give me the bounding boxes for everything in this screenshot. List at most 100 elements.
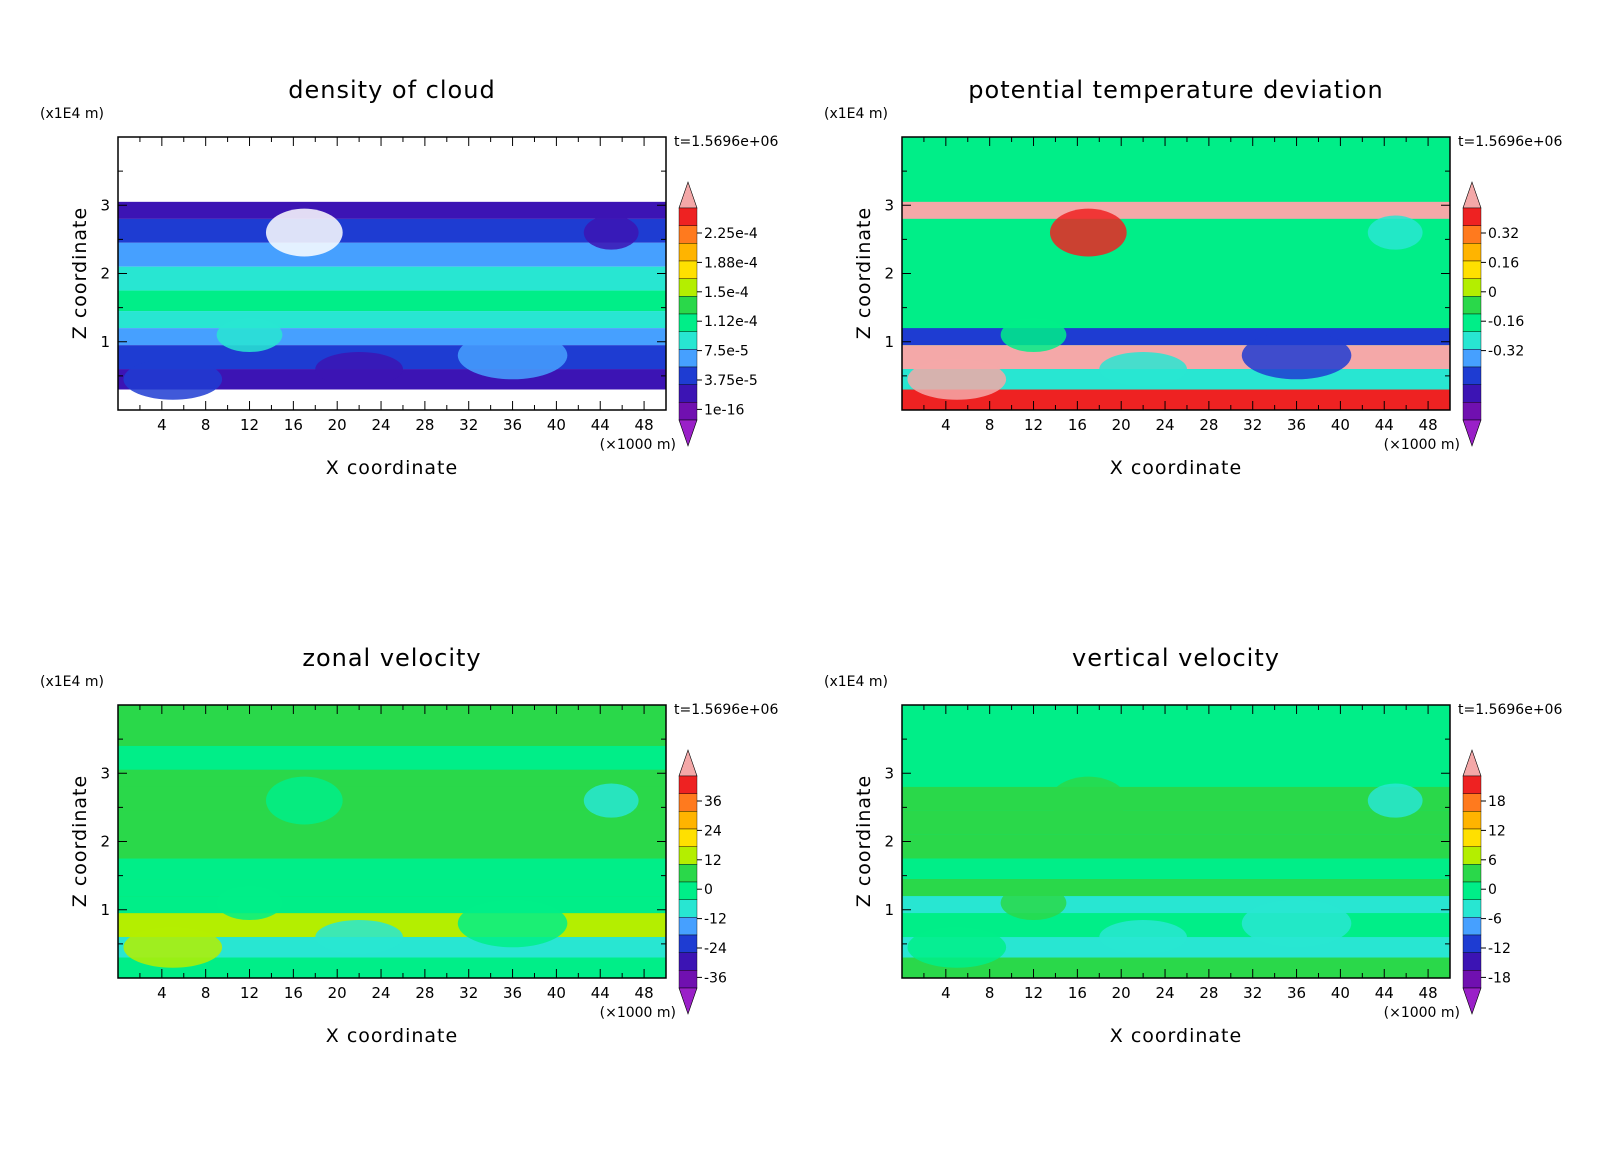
heatmap-feature [907, 358, 1007, 400]
colorbar-segment [678, 366, 698, 385]
heatmap-band [118, 957, 666, 978]
heatmap-band [902, 786, 1450, 811]
colorbar-label: 18 [1488, 794, 1506, 810]
heatmap-feature [1099, 919, 1187, 955]
heatmap-band [118, 389, 666, 410]
colorbar-label: 6 [1488, 853, 1497, 869]
colorbar-segment [678, 934, 698, 953]
x-tick-label: 8 [985, 984, 995, 1002]
x-tick-label: 12 [240, 416, 259, 434]
heatmap-band [902, 389, 1450, 410]
colorbar-segment [678, 881, 698, 900]
chart-svg: density of cloud(x1E4 m)t=1.5696e+064 8 12… [40, 76, 778, 479]
colorbar-label: -12 [704, 912, 727, 928]
y-tick-label: 2 [100, 833, 110, 851]
colorbar-bottom-triangle [678, 419, 698, 447]
heatmap-band [902, 745, 1450, 770]
colorbar-segment [1462, 899, 1482, 918]
colorbar-segment [1462, 384, 1482, 403]
heatmap-feature [265, 776, 343, 825]
colorbar-segment [1462, 402, 1482, 421]
x-tick-label: 20 [328, 416, 347, 434]
y-axis-label: Z coordinate [853, 207, 875, 339]
heatmap-feature [265, 208, 343, 257]
x-tick-label: 4 [941, 416, 951, 434]
colorbar-top-triangle [678, 749, 698, 777]
colorbar-segment [678, 225, 698, 244]
x-tick-label: 12 [1024, 416, 1043, 434]
heatmap-feature [1099, 351, 1187, 387]
panel-zonal-velocity: zonal velocity (x1E4 m) t=1.5696e+06 4 8 12 16… [0, 568, 800, 1147]
heatmap-band [118, 769, 666, 787]
colorbar-segment [1462, 881, 1482, 900]
chart-svg: vertical velocity(x1E4 m)t=1.5696e+064 8 1… [824, 644, 1562, 1047]
x-tick-label: 28 [415, 984, 434, 1002]
colorbar-label: 0 [1488, 882, 1497, 898]
x-units-label: (×1000 m) [1384, 1005, 1460, 1021]
x-tick-label: 40 [1331, 984, 1350, 1002]
x-tick-label: 32 [459, 416, 478, 434]
x-tick-label: 24 [371, 984, 390, 1002]
colorbar-segment [1462, 775, 1482, 794]
heatmap-band [902, 311, 1450, 329]
heatmap-band [902, 896, 1450, 914]
colorbar-segment [678, 260, 698, 279]
colorbar-segment [1462, 828, 1482, 847]
heatmap-band [902, 879, 1450, 897]
chart-title: potential temperature deviation [968, 76, 1383, 104]
chart-title: density of cloud [288, 76, 495, 104]
x-tick-label: 16 [1068, 416, 1087, 434]
heatmap-band [902, 328, 1450, 346]
x-axis-label: X coordinate [1110, 1025, 1242, 1047]
y-units-label: (x1E4 m) [824, 106, 888, 122]
x-tick-label: 36 [1287, 984, 1306, 1002]
colorbar-label: -12 [1488, 941, 1511, 957]
colorbar-label: 1.5e-4 [704, 285, 749, 301]
colorbar-segment [1462, 331, 1482, 350]
x-axis-label: X coordinate [326, 457, 458, 479]
colorbar-segment [1462, 313, 1482, 332]
x-tick-label: 12 [240, 984, 259, 1002]
x-tick-label: 24 [1155, 984, 1174, 1002]
heatmap-feature [457, 331, 568, 380]
x-tick-label: 4 [157, 984, 167, 1002]
colorbar-label: 0.16 [1488, 255, 1519, 271]
heatmap-band [902, 810, 1450, 835]
heatmap-feature [1367, 783, 1423, 818]
x-tick-label: 32 [1243, 416, 1262, 434]
x-tick-label: 36 [503, 984, 522, 1002]
colorbar-segment [1462, 278, 1482, 297]
heatmap-field [118, 137, 666, 410]
colorbar-segment [678, 828, 698, 847]
colorbar-segment [678, 331, 698, 350]
colorbar-segment [1462, 864, 1482, 883]
x-tick-label: 28 [415, 416, 434, 434]
heatmap-band [118, 810, 666, 835]
colorbar-segment [1462, 811, 1482, 830]
heatmap-feature [216, 885, 283, 920]
colorbar-segment [678, 296, 698, 315]
panel-density-of-cloud: density of cloud (x1E4 m) t=1.5696e+06 4 8 12… [0, 0, 800, 579]
y-tick-label: 3 [100, 196, 110, 214]
x-tick-label: 20 [328, 984, 347, 1002]
heatmap-band [118, 896, 666, 914]
heatmap-band [118, 266, 666, 291]
colorbar-label: 0 [704, 882, 713, 898]
y-axis-label: Z coordinate [69, 775, 91, 907]
heatmap-feature [123, 926, 223, 968]
heatmap-band [118, 311, 666, 329]
y-tick-label: 1 [884, 333, 894, 351]
x-tick-label: 24 [371, 416, 390, 434]
colorbar-segment [678, 402, 698, 421]
heatmap-band [118, 137, 666, 178]
x-tick-label: 16 [284, 416, 303, 434]
colorbar-label: 1.12e-4 [704, 314, 758, 330]
y-axis-label: Z coordinate [69, 207, 91, 339]
heatmap-band [118, 328, 666, 346]
x-units-label: (×1000 m) [600, 1005, 676, 1021]
heatmap-feature [123, 358, 223, 400]
heatmap-band [118, 879, 666, 897]
panel-vertical-velocity: vertical velocity (x1E4 m) t=1.5696e+06 4 8 1… [784, 568, 1584, 1147]
x-tick-label: 12 [1024, 984, 1043, 1002]
x-tick-label: 4 [157, 416, 167, 434]
